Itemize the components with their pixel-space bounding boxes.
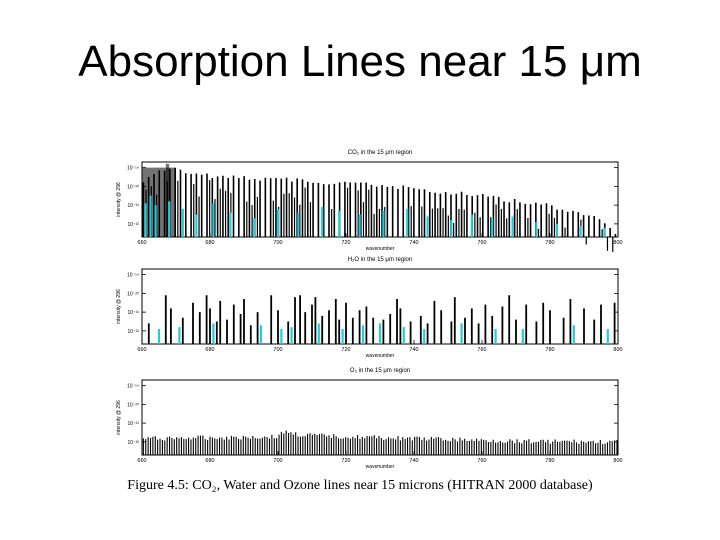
x-tick-label: 720	[341, 347, 350, 353]
co2-panel: CO₂ in the 15 μm region 10⁻¹⁹ 10⁻²⁰ 10⁻²¹ 10…	[116, 150, 623, 252]
x-tick-label: 700	[273, 458, 282, 464]
x-tick-label: 680	[205, 347, 214, 353]
x-tick-label: 760	[477, 347, 486, 353]
y-axis-label: intensity @ 296	[116, 182, 122, 217]
spectral-lines	[142, 163, 617, 252]
y-tick-label: 10⁻²²	[127, 222, 139, 228]
x-axis-label: wavenumber	[366, 464, 395, 470]
y-tick-label: 10⁻²⁰	[127, 291, 139, 297]
x-tick-label: 700	[273, 240, 282, 246]
x-tick-label: 800	[613, 347, 622, 353]
y-tick-label: 10⁻²¹	[127, 421, 139, 427]
x-tick-label: 660	[137, 347, 146, 353]
x-tick-label: 740	[409, 458, 418, 464]
panel-title: H₂O in the 15 μm region	[348, 257, 412, 263]
x-tick-label: 660	[137, 240, 146, 246]
y-tick-label: 10⁻¹⁹	[127, 384, 139, 390]
spectral-lines	[147, 295, 616, 344]
y-tick-label: 10⁻¹⁹	[127, 273, 139, 279]
band-region	[142, 167, 176, 237]
panel-title: O₃ in the 15 μm region	[350, 368, 410, 374]
spectral-lines	[142, 430, 618, 455]
x-tick-label: 700	[273, 347, 282, 353]
x-tick-label: 780	[545, 458, 554, 464]
x-tick-label: 760	[477, 240, 486, 246]
x-tick-label: 680	[205, 240, 214, 246]
band-region	[165, 163, 170, 237]
y-tick-label: 10⁻²²	[127, 329, 139, 335]
y-tick-label: 10⁻¹⁹	[127, 166, 139, 172]
y-tick-label: 10⁻²⁰	[127, 402, 139, 408]
x-tick-label: 740	[409, 347, 418, 353]
y-tick-label: 10⁻²¹	[127, 310, 139, 316]
o3-panel: O₃ in the 15 μm region 10⁻¹⁹ 10⁻²⁰ 10⁻²¹ 10⁻…	[116, 368, 623, 470]
x-tick-label: 800	[613, 240, 622, 246]
x-tick-label: 760	[477, 458, 486, 464]
y-tick-label: 10⁻²¹	[127, 203, 139, 209]
x-tick-label: 800	[613, 458, 622, 464]
x-tick-label: 780	[545, 240, 554, 246]
y-tick-label: 10⁻²²	[127, 440, 139, 446]
y-tick-label: 10⁻²⁰	[127, 184, 139, 190]
panel-title: CO₂ in the 15 μm region	[348, 150, 412, 156]
x-tick-label: 660	[137, 458, 146, 464]
x-tick-label: 680	[205, 458, 214, 464]
x-axis-label: wavenumber	[366, 246, 395, 252]
figure-caption: Figure 4.5: CO₂, Water and Ozone lines n…	[127, 478, 593, 493]
figure: CO₂ in the 15 μm region 10⁻¹⁹ 10⁻²⁰ 10⁻²¹ 10…	[116, 150, 623, 470]
x-tick-label: 720	[341, 458, 350, 464]
x-tick-label: 720	[341, 240, 350, 246]
x-axis-label: wavenumber	[366, 353, 395, 359]
x-tick-label: 740	[409, 240, 418, 246]
slide-title: Absorption Lines near 15 μm	[78, 37, 642, 86]
y-axis-label: intensity @ 296	[116, 289, 122, 324]
x-tick-label: 780	[545, 347, 554, 353]
h2o-panel: H₂O in the 15 μm region 10⁻¹⁹ 10⁻²⁰ 10⁻²¹ 10…	[116, 257, 623, 359]
plot-frame	[141, 379, 619, 456]
y-axis-label: intensity @ 296	[116, 400, 122, 435]
